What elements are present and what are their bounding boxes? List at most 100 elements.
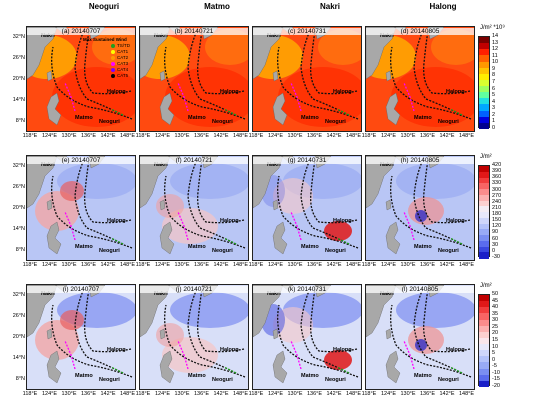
lon-label: 148°E xyxy=(458,262,475,268)
colorbar-segment xyxy=(479,356,489,363)
colorbar-segment xyxy=(479,73,489,81)
lon-label: 136°E xyxy=(193,133,210,139)
colorbar-segment xyxy=(479,189,489,196)
track-halong xyxy=(197,30,245,95)
track-halong xyxy=(423,288,471,353)
colorbar-tick: 6 xyxy=(492,85,496,92)
land-taiwan xyxy=(272,199,279,211)
panel-title: (c) 20140731 xyxy=(253,28,361,35)
colorbar-tick: 10 xyxy=(492,343,499,350)
track-nakri xyxy=(177,211,189,241)
typhoon-label: Halong xyxy=(220,347,239,353)
track-neoguri xyxy=(413,290,463,374)
colorbar-segment xyxy=(479,61,489,69)
colorbar-tick: 420 xyxy=(492,162,502,168)
typhoon-label: Nakri xyxy=(380,291,394,297)
lon-label: 130°E xyxy=(61,262,77,268)
colorbar-tick: 30 xyxy=(492,241,499,248)
typhoon-label: Halong xyxy=(446,89,465,95)
lon-label: 148°E xyxy=(345,262,362,268)
colorbar xyxy=(478,165,490,259)
colorbar xyxy=(478,294,490,388)
track-matmo xyxy=(277,175,359,249)
map-panel: Nakri Matmo Neoguri Halong (c) 20140731 xyxy=(252,26,362,132)
legend-item: CAT5 xyxy=(111,73,130,79)
track-seg-green xyxy=(223,366,237,374)
colorbar-segment xyxy=(479,229,489,236)
track-matmo xyxy=(390,46,472,120)
land-taiwan xyxy=(272,328,279,340)
colorbar-segment xyxy=(479,235,489,242)
typhoon-label: Halong xyxy=(446,218,465,224)
lon-label: 142°E xyxy=(100,133,116,139)
field-patch xyxy=(35,320,79,360)
field-patch xyxy=(324,350,352,370)
lat-label: 20°N xyxy=(12,334,25,340)
field-patch xyxy=(35,191,79,231)
lon-label: 130°E xyxy=(174,262,190,268)
map-panel: Nakri Matmo Neoguri Halong (h) 20140805 xyxy=(365,155,475,261)
colorbar-tick: 1 xyxy=(492,118,496,125)
field-patch xyxy=(278,67,361,127)
land-taiwan xyxy=(272,70,279,82)
panel-title: (l) 20140805 xyxy=(366,286,474,293)
typhoon-label: Matmo xyxy=(188,373,206,379)
colorbar-unit: J/m² xyxy=(480,283,492,289)
colorbar-tick: 12 xyxy=(492,46,499,53)
track-matmo xyxy=(51,304,133,378)
legend-swatch xyxy=(111,61,115,66)
typhoon-label: Matmo xyxy=(301,373,319,379)
column-title-halong: Halong xyxy=(429,2,457,11)
colorbar-segment xyxy=(479,166,489,173)
field-patch xyxy=(156,323,184,347)
field-patch xyxy=(52,67,135,127)
land-taiwan xyxy=(46,70,53,82)
lon-label: 118°E xyxy=(135,133,151,139)
legend-label: TS/TD xyxy=(117,43,130,48)
track-nakri xyxy=(290,211,302,241)
land-philippines xyxy=(46,350,62,384)
track-neoguri xyxy=(74,161,124,245)
track-nakri xyxy=(290,340,302,370)
typhoon-label: Nakri xyxy=(41,33,55,39)
typhoon-label: Matmo xyxy=(188,244,206,250)
track-halong xyxy=(310,159,358,224)
colorbar-segment xyxy=(479,212,489,219)
colorbar-segment xyxy=(479,86,489,93)
lon-label: 142°E xyxy=(326,391,342,397)
lon-label: 142°E xyxy=(439,133,455,139)
colorbar-tick: 15 xyxy=(492,337,499,343)
lon-label: 124°E xyxy=(41,262,58,268)
map-canvas xyxy=(27,285,135,384)
panel-title: (f) 20140721 xyxy=(140,157,248,164)
track-neoguri xyxy=(300,32,350,116)
field-patch xyxy=(408,326,444,354)
typhoon-label: Neoguri xyxy=(212,119,233,125)
lon-label: 130°E xyxy=(174,133,190,139)
colorbar-segment xyxy=(479,206,489,213)
lon-label: 124°E xyxy=(267,133,284,139)
field-patch xyxy=(391,67,474,127)
typhoon-label: Nakri xyxy=(380,33,394,39)
typhoon-label: Nakri xyxy=(267,33,281,39)
map-panel: Nakri Matmo Neoguri Halong (g) 20140731 xyxy=(252,155,362,261)
land-philippines xyxy=(46,92,62,126)
colorbar-segment xyxy=(479,43,489,50)
typhoon-label: Matmo xyxy=(75,115,93,121)
land-taiwan xyxy=(159,328,166,340)
panel-title: (i) 20140707 xyxy=(27,286,135,293)
lon-label: 124°E xyxy=(267,391,284,397)
field-patch xyxy=(415,210,427,222)
colorbar-segment xyxy=(479,319,489,327)
land-philippines xyxy=(385,92,401,126)
lon-label: 118°E xyxy=(361,133,377,139)
colorbar-segment xyxy=(479,79,489,87)
lon-label: 142°E xyxy=(439,391,455,397)
lon-label: 130°E xyxy=(287,133,303,139)
track-seg-green xyxy=(110,237,124,245)
colorbar-segment xyxy=(479,194,489,201)
legend-label: CAT4 xyxy=(117,67,129,72)
track-matmo xyxy=(164,304,246,378)
colorbar-tick: 5 xyxy=(492,92,496,99)
colorbar-tick: 3 xyxy=(492,105,496,112)
